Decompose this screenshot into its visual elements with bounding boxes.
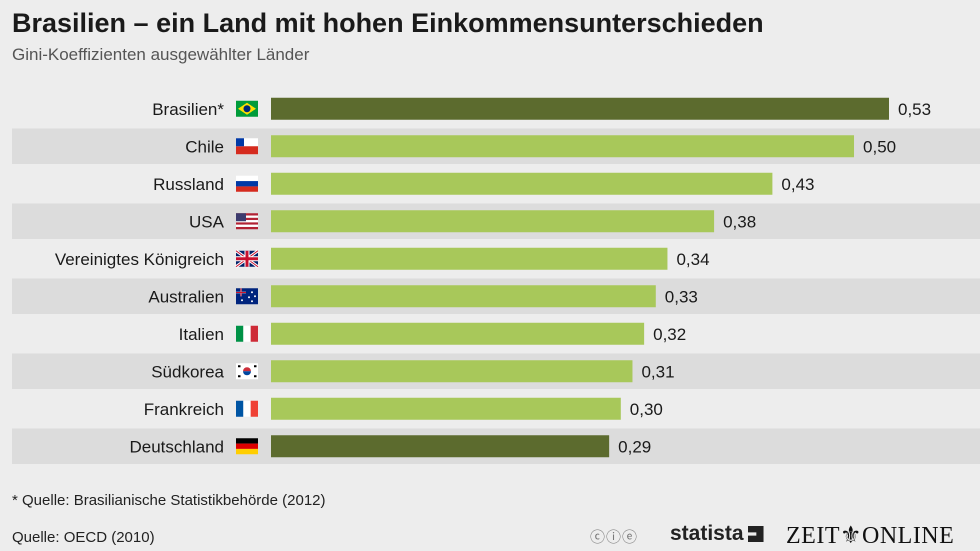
category-label: USA	[189, 212, 225, 231]
value-label: 0,30	[630, 400, 663, 419]
bar[interactable]	[271, 210, 715, 233]
category-label: Südkorea	[151, 362, 224, 381]
statista-mark-icon	[747, 526, 764, 542]
category-label: Russland	[153, 175, 224, 194]
brazil-flag-icon	[236, 100, 258, 117]
bar[interactable]	[271, 397, 621, 420]
value-label: 0,31	[641, 362, 674, 381]
statista-logo-text: statista	[670, 522, 744, 545]
category-label: Chile	[185, 137, 224, 156]
chart-title: Brasilien – ein Land mit hohen Einkommen…	[12, 8, 764, 38]
bar[interactable]	[271, 97, 889, 120]
russia-flag-icon	[236, 175, 258, 192]
south-korea-flag-icon	[236, 363, 258, 380]
bar[interactable]	[271, 435, 610, 458]
category-label: Australien	[148, 287, 224, 306]
category-label: Italien	[179, 325, 224, 344]
bar[interactable]	[271, 285, 656, 308]
italy-flag-icon	[236, 325, 258, 342]
creative-commons-icon: ⓒⓘⓔ	[590, 529, 639, 546]
statista-logo[interactable]: statista	[670, 522, 764, 546]
value-label: 0,53	[898, 100, 931, 119]
value-label: 0,43	[781, 175, 814, 194]
value-label: 0,38	[723, 212, 756, 231]
bar[interactable]	[271, 247, 668, 270]
value-label: 0,34	[676, 250, 709, 269]
bar-chart: Brasilien* 0,53 Chile 0,50 Russland 0,43 USA 0,…	[12, 97, 980, 464]
australia-flag-icon	[236, 288, 258, 305]
value-label: 0,29	[618, 437, 651, 456]
bar[interactable]	[271, 172, 773, 195]
value-label: 0,33	[665, 287, 698, 306]
zeit-online-logo[interactable]: ZEIT⚜ONLINE	[786, 523, 955, 549]
category-label: Frankreich	[144, 400, 224, 419]
footnote: * Quelle: Brasilianische Statistikbehörd…	[12, 492, 326, 509]
bar[interactable]	[271, 135, 855, 158]
usa-flag-icon	[236, 213, 258, 230]
value-label: 0,50	[863, 137, 896, 156]
source-note: Quelle: OECD (2010)	[12, 529, 155, 546]
bar[interactable]	[271, 322, 645, 345]
chile-flag-icon	[236, 138, 258, 155]
category-label: Brasilien*	[152, 100, 224, 119]
france-flag-icon	[236, 400, 258, 417]
uk-flag-icon	[235, 249, 259, 268]
chart-subtitle: Gini-Koeffizienten ausgewählter Länder	[12, 45, 310, 64]
value-label: 0,32	[653, 325, 686, 344]
category-label: Vereinigtes Königreich	[55, 250, 224, 269]
bar[interactable]	[271, 360, 633, 383]
category-label: Deutschland	[129, 437, 224, 456]
germany-flag-icon	[236, 438, 258, 455]
